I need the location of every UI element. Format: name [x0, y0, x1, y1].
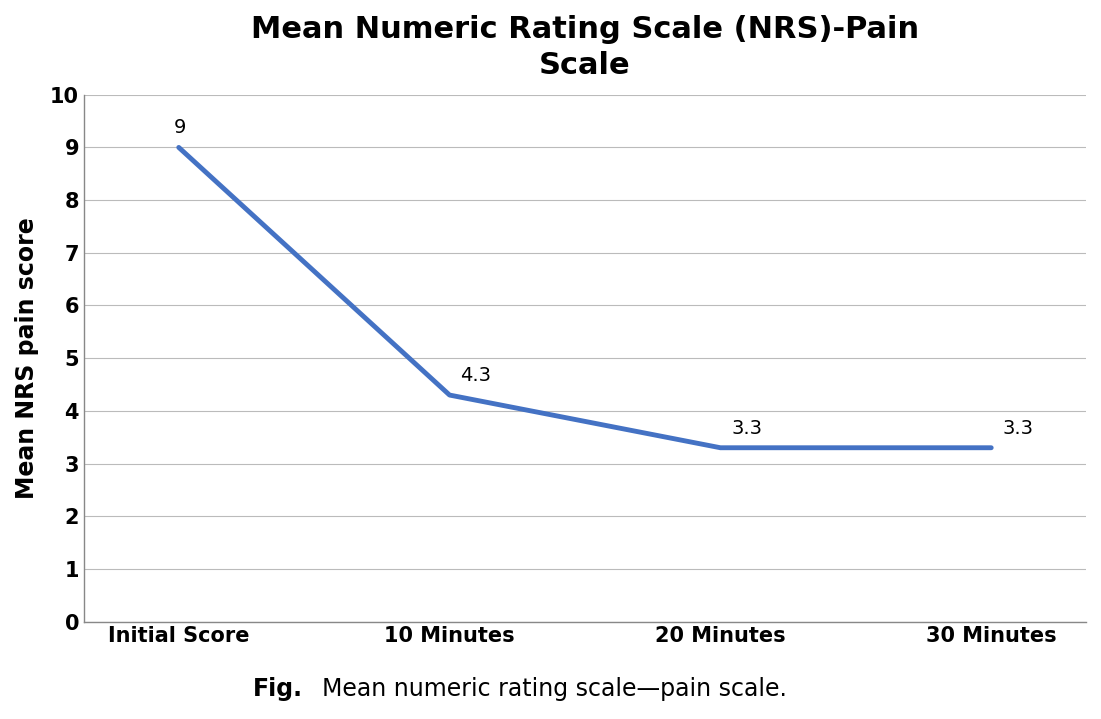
Text: 9: 9 — [173, 118, 186, 137]
Text: Mean numeric rating scale—pain scale.: Mean numeric rating scale—pain scale. — [292, 677, 786, 701]
Text: 3.3: 3.3 — [1002, 419, 1033, 439]
Text: Fig.: Fig. — [253, 677, 303, 701]
Title: Mean Numeric Rating Scale (NRS)-Pain
Scale: Mean Numeric Rating Scale (NRS)-Pain Sca… — [251, 15, 919, 80]
Text: 4.3: 4.3 — [460, 365, 491, 385]
Y-axis label: Mean NRS pain score: Mean NRS pain score — [15, 217, 39, 499]
Text: 3.3: 3.3 — [731, 419, 762, 439]
